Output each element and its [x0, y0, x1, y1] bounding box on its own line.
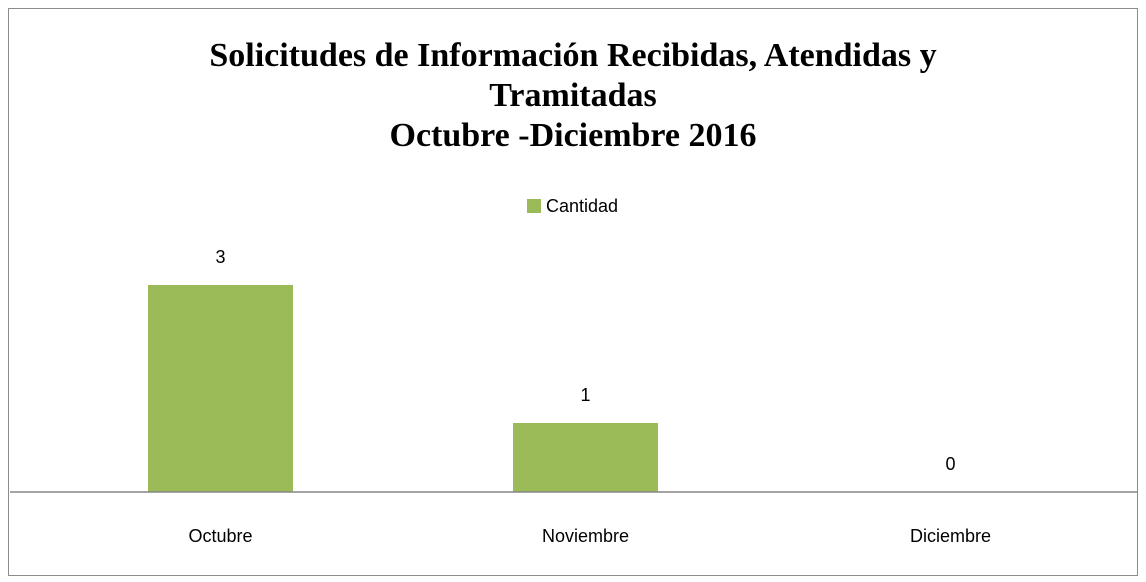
chart-subtitle: Octubre -Diciembre 2016	[389, 117, 757, 154]
x-tick-label: Diciembre	[910, 526, 991, 546]
legend-swatch	[527, 199, 541, 213]
x-tick-label: Octubre	[188, 526, 252, 546]
data-label: 1	[580, 385, 590, 405]
bar	[513, 423, 658, 492]
data-label: 3	[215, 247, 225, 267]
bar	[148, 285, 293, 492]
titles: Solicitudes de Información Recibidas, At…	[0, 36, 1146, 156]
chart-title: Solicitudes de Información Recibidas, At…	[209, 37, 937, 114]
chart-border	[8, 8, 1138, 576]
legend-label: Cantidad	[546, 196, 618, 216]
x-tick-label: Noviembre	[542, 526, 629, 546]
data-label: 0	[945, 454, 955, 474]
